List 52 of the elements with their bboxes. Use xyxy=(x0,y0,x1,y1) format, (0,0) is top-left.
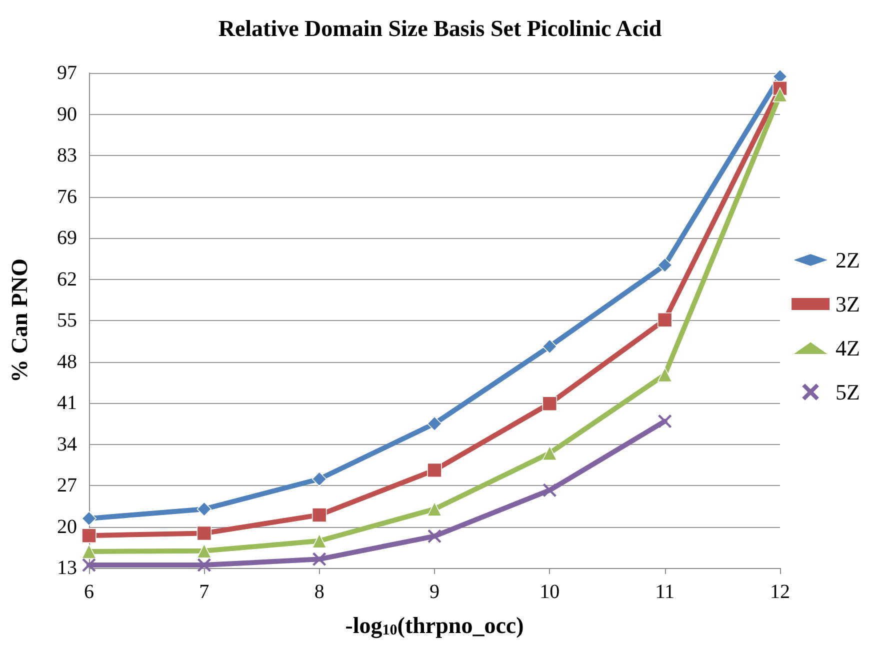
legend-label: 4Z xyxy=(836,336,860,360)
x-tick-label: 9 xyxy=(430,581,440,603)
point xyxy=(542,483,556,497)
point xyxy=(657,258,672,273)
point xyxy=(312,533,327,548)
legend-label: 2Z xyxy=(836,248,860,272)
point xyxy=(82,528,96,543)
x-tick-label: 12 xyxy=(770,581,790,603)
y-tick-label: 34 xyxy=(57,433,77,456)
y-tick-label: 76 xyxy=(57,186,77,208)
point xyxy=(772,87,788,102)
point xyxy=(82,544,96,559)
point xyxy=(312,472,327,486)
point xyxy=(542,339,558,354)
point xyxy=(82,558,96,572)
point xyxy=(196,544,212,558)
point xyxy=(196,502,212,516)
point xyxy=(542,446,558,460)
y-tick-label: 97 xyxy=(57,62,77,84)
y-tick-label: 41 xyxy=(57,392,77,414)
x-tick-label: 10 xyxy=(540,581,560,603)
y-tick-label: 20 xyxy=(57,516,77,538)
point xyxy=(657,312,672,328)
point xyxy=(196,526,212,541)
point xyxy=(427,416,442,432)
x-tick-label: 6 xyxy=(84,581,94,603)
y-tick-label: 48 xyxy=(57,350,77,373)
point xyxy=(427,502,442,516)
y-tick-label: 27 xyxy=(57,474,77,496)
point xyxy=(197,558,211,572)
y-tick-label: 69 xyxy=(57,227,77,249)
legend-label: 3Z xyxy=(836,292,860,316)
x-tick-label: 7 xyxy=(199,581,210,603)
y-axis-title: % Can PNO xyxy=(7,258,32,382)
x-axis-title: -log10(thrpno_occ) xyxy=(345,613,524,639)
y-tick-label: 62 xyxy=(57,268,77,290)
point xyxy=(542,396,558,411)
point xyxy=(657,367,672,382)
chart-title: Relative Domain Size Basis Set Picolinic Acid xyxy=(218,16,662,41)
y-tick-label: 83 xyxy=(57,144,77,166)
y-tick-label: 90 xyxy=(57,103,77,126)
point xyxy=(658,414,672,428)
y-tick-label: 55 xyxy=(57,310,77,332)
point xyxy=(82,511,96,526)
point xyxy=(312,508,327,522)
legend-label: 5Z xyxy=(836,380,860,404)
y-tick-label: 13 xyxy=(57,557,77,579)
x-tick-label: 11 xyxy=(655,581,674,603)
point xyxy=(428,529,442,543)
point xyxy=(427,462,442,478)
x-tick-label: 8 xyxy=(314,581,324,603)
point xyxy=(312,552,326,566)
